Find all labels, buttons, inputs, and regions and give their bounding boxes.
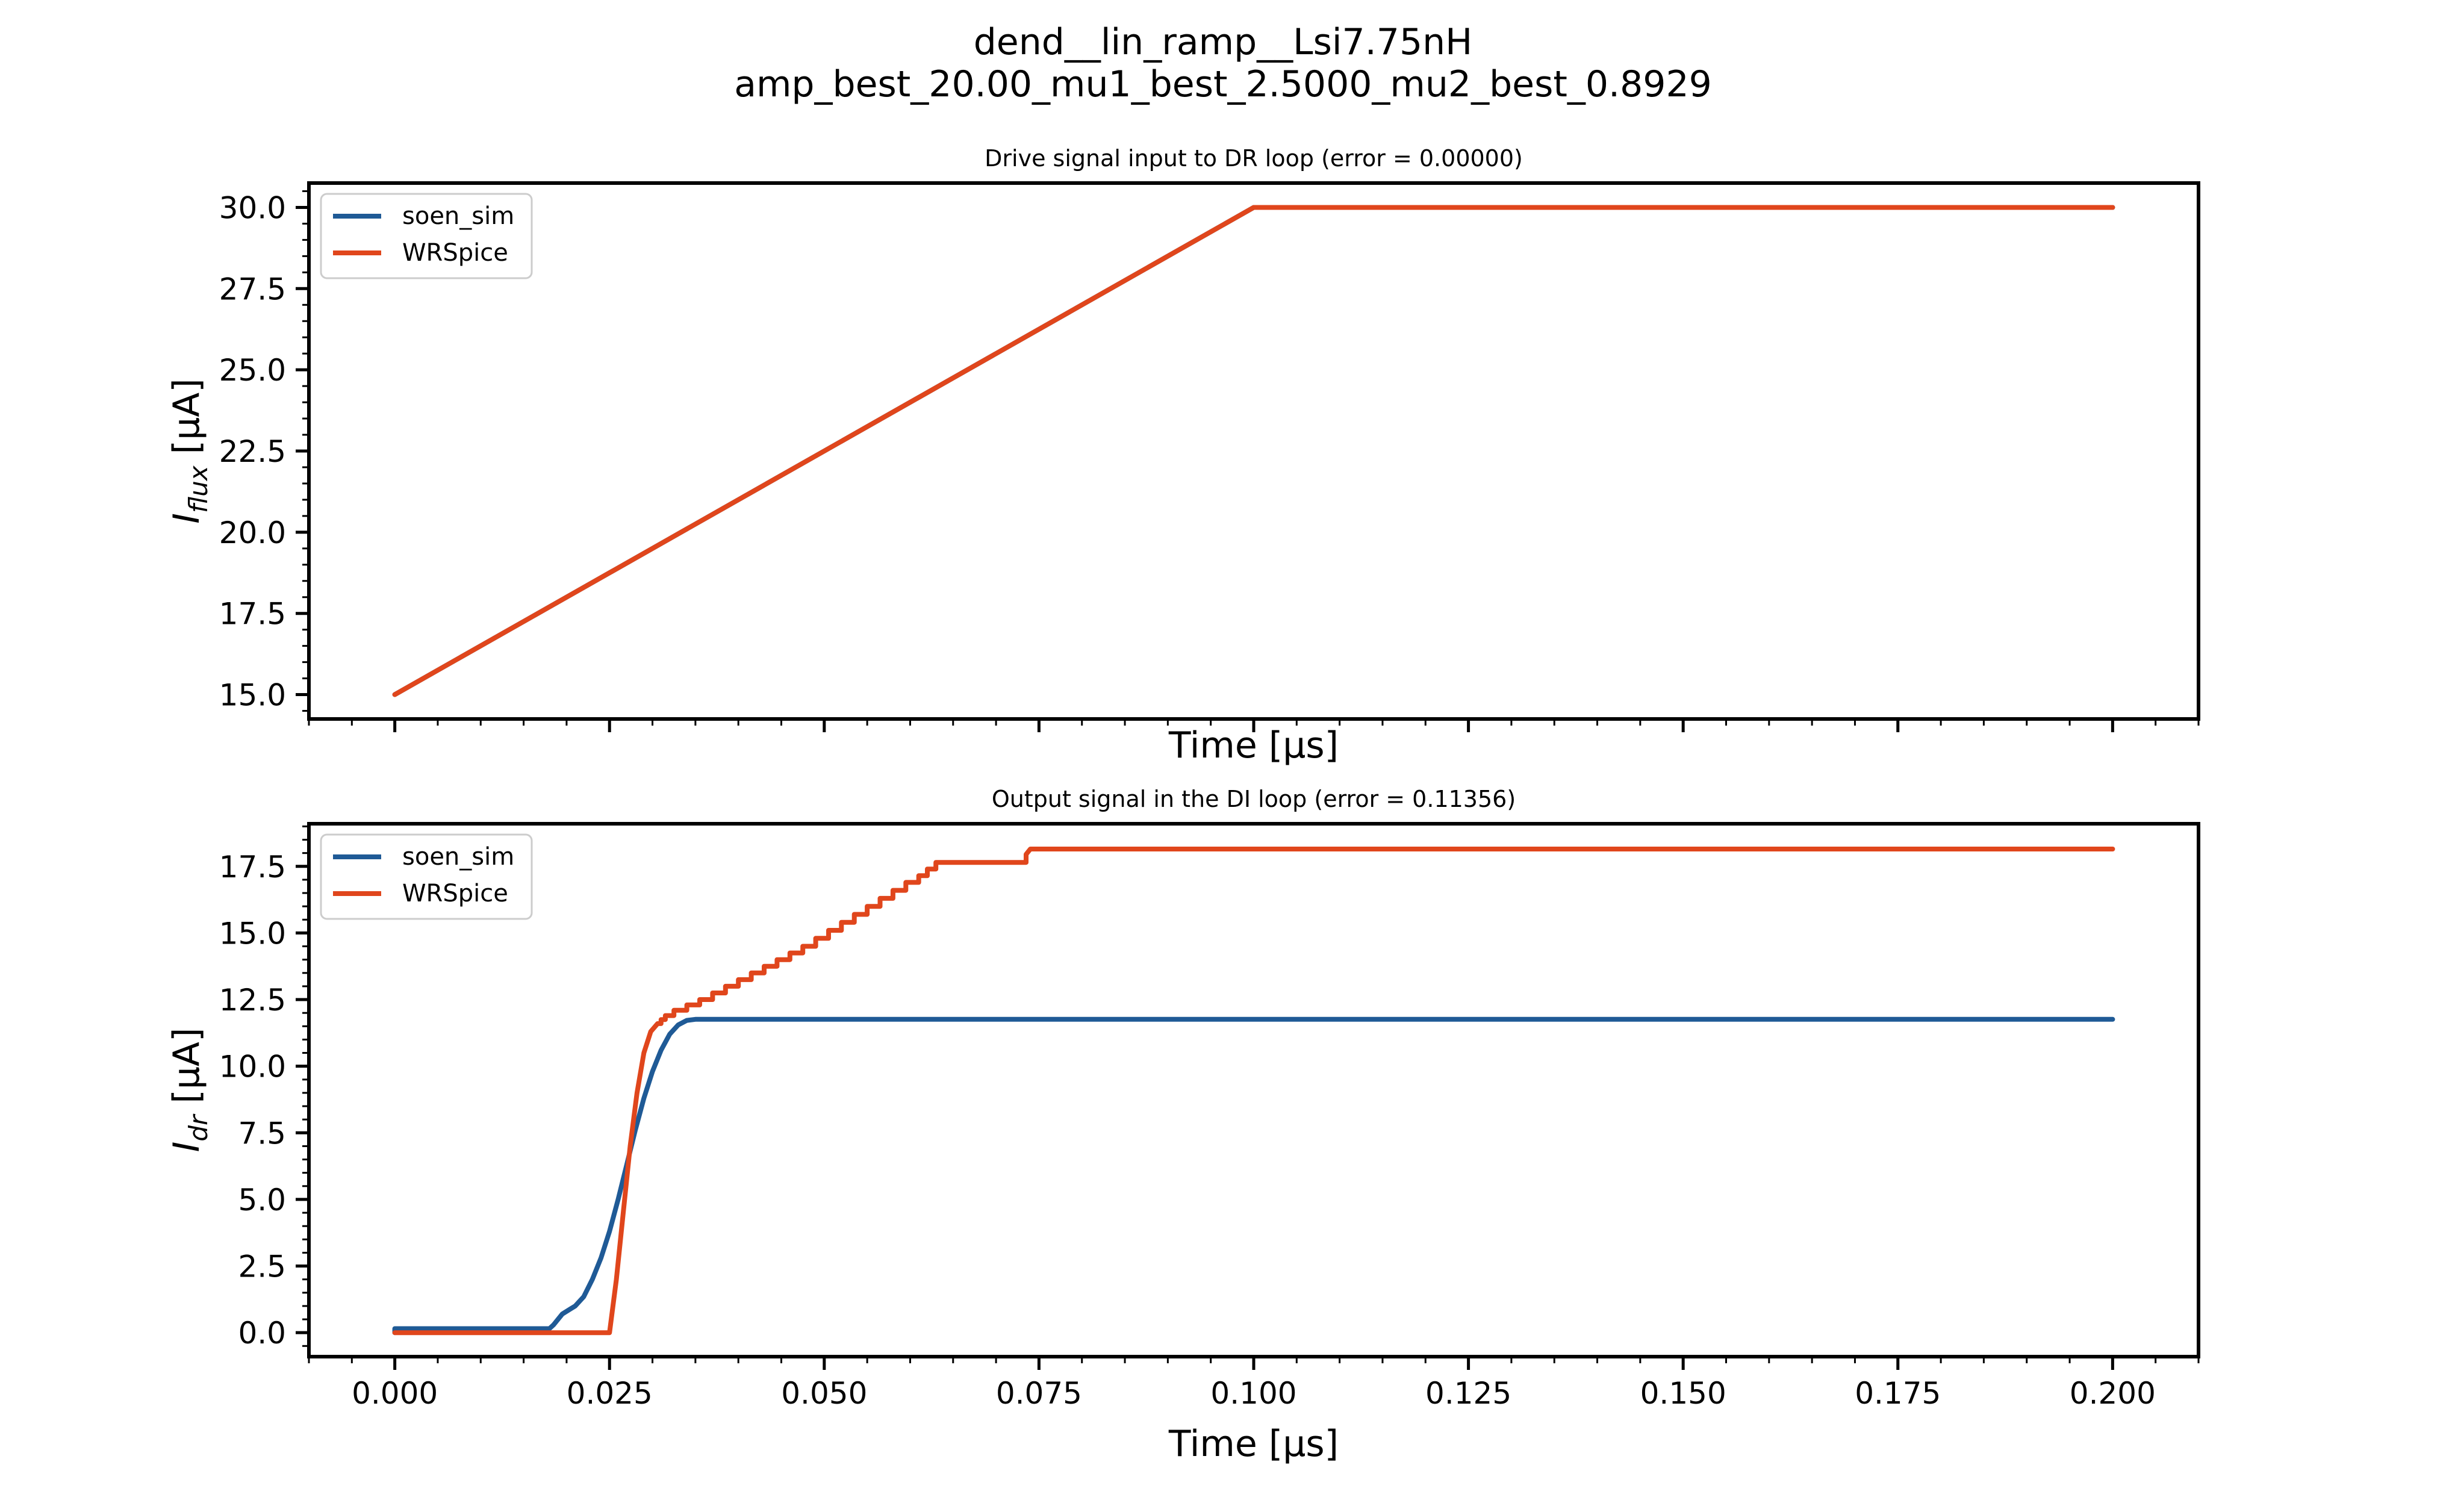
- output-series-soen-sim: [392, 1016, 2115, 1336]
- output-y-tick-label: 7.5: [238, 1116, 286, 1151]
- drive-plot-frame: [307, 181, 2200, 721]
- drive-series-wrspice: [392, 205, 2115, 697]
- drive-legend-label-soen-sim: soen_sim: [402, 202, 514, 230]
- output-y-label-unit: [μA]: [166, 1028, 208, 1115]
- drive-axis-ticks: 15.0 17.5 20.0 22.5 25.0 27.5 30.0: [219, 190, 2200, 732]
- output-y-axis-label: Idr [μA]: [166, 1028, 213, 1153]
- drive-y-axis-label: Iflux [μA]: [166, 378, 213, 523]
- output-y-tick-label: 2.5: [238, 1249, 286, 1284]
- output-x-tick-label: 0.000: [352, 1376, 438, 1411]
- output-series-wrspice: [392, 847, 2115, 1336]
- output-y-tick-label: 0.0: [238, 1316, 286, 1351]
- output-x-tick-label: 0.075: [996, 1376, 1082, 1411]
- drive-y-tick-label: 17.5: [219, 597, 286, 632]
- output-legend: soen_sim WRSpice: [320, 833, 533, 920]
- output-legend-label-soen-sim: soen_sim: [402, 843, 514, 871]
- output-y-tick-label: 15.0: [219, 916, 286, 951]
- output-y-tick-label: 5.0: [238, 1183, 286, 1218]
- output-x-tick-label: 0.175: [1855, 1376, 1941, 1411]
- drive-y-tick-label: 27.5: [219, 272, 286, 306]
- output-subplot-title: Output signal in the DI loop (error = 0.…: [992, 786, 1516, 812]
- output-x-tick-label: 0.025: [567, 1376, 653, 1411]
- drive-y-tick-label: 30.0: [219, 190, 286, 225]
- output-x-tick-label: 0.200: [2070, 1376, 2156, 1411]
- output-x-tick-label: 0.125: [1425, 1376, 1511, 1411]
- output-signal-subplot: Output signal in the DI loop (error = 0.…: [166, 786, 2200, 1465]
- drive-y-label-main: I: [166, 513, 208, 524]
- output-series-group: [392, 847, 2115, 1336]
- drive-y-tick-label: 20.0: [219, 515, 286, 550]
- output-y-tick-label: 17.5: [219, 850, 286, 885]
- output-legend-label-wrspice: WRSpice: [402, 880, 508, 907]
- output-y-tick-label: 12.5: [219, 983, 286, 1018]
- drive-series-group: [392, 205, 2115, 697]
- drive-y-tick-label: 25.0: [219, 353, 286, 388]
- drive-subplot-title: Drive signal input to DR loop (error = 0…: [985, 145, 1523, 172]
- drive-y-label-unit: [μA]: [166, 378, 208, 465]
- output-y-tick-label: 10.0: [219, 1050, 286, 1084]
- drive-signal-subplot: Drive signal input to DR loop (error = 0…: [166, 145, 2200, 767]
- output-x-tick-label: 0.150: [1640, 1376, 1726, 1411]
- output-x-tick-label: 0.050: [781, 1376, 867, 1411]
- drive-y-tick-label: 15.0: [219, 678, 286, 713]
- output-y-label-sub: dr: [184, 1113, 213, 1142]
- drive-y-label-sub: flux: [184, 465, 213, 513]
- output-y-label-main: I: [166, 1142, 208, 1153]
- drive-x-axis-label: Time [μs]: [1168, 724, 1339, 767]
- output-axis-ticks: 0.0 2.5 5.0 7.5 10.0 12.5 15.0 17.5 0.000 0.025 0.…: [219, 825, 2200, 1411]
- drive-y-tick-label: 22.5: [219, 434, 286, 469]
- drive-series-soen-sim: [392, 205, 2115, 697]
- output-x-tick-label: 0.100: [1210, 1376, 1296, 1411]
- figure-title-line1: dend__lin_ramp__Lsi7.75nH: [974, 21, 1473, 63]
- output-x-axis-label: Time [μs]: [1168, 1423, 1339, 1465]
- drive-legend-label-wrspice: WRSpice: [402, 239, 508, 267]
- figure-title-line2: amp_best_20.00_mu1_best_2.5000_mu2_best_…: [734, 63, 1712, 105]
- drive-legend: soen_sim WRSpice: [320, 193, 533, 279]
